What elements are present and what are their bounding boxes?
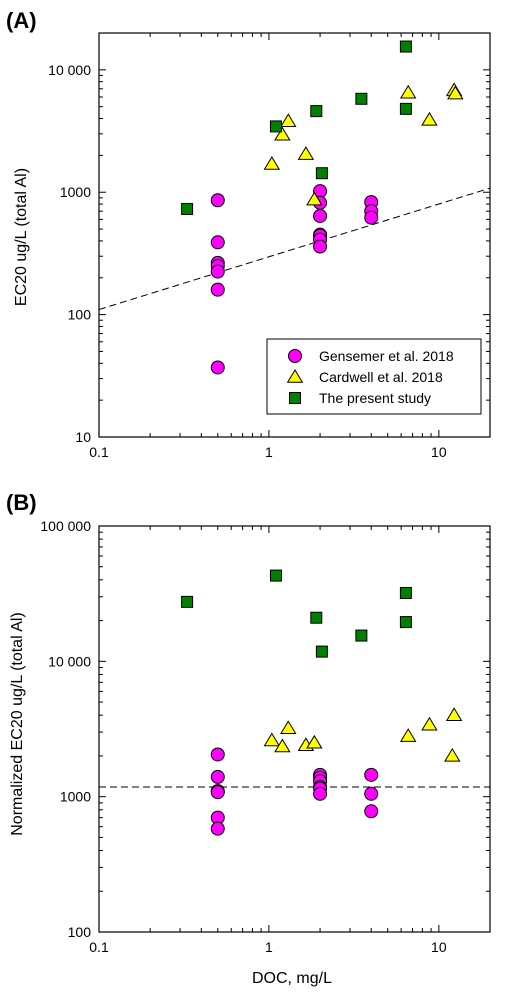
legend-entry-label: Cardwell et al. 2018 [319, 369, 443, 385]
panel-b-x-tick-label: 1 [265, 939, 273, 955]
data-point-circle [210, 821, 225, 836]
panel-b-x-axis-title: DOC, mg/L [252, 970, 332, 987]
data-point-circle [210, 769, 225, 784]
panel-a-x-tick-label: 10 [431, 444, 447, 460]
panel-b-y-tick-label: 1000 [60, 789, 91, 805]
data-point-square [399, 616, 412, 629]
legend-box [266, 338, 482, 415]
data-point-circle [210, 235, 225, 250]
data-point-square [315, 167, 328, 180]
data-point-square [355, 92, 368, 105]
legend: Gensemer et al. 2018 Cardwell et al. 2018… [266, 338, 482, 415]
data-point-triangle [421, 716, 438, 731]
data-point-triangle [280, 113, 297, 128]
data-point-circle [210, 282, 225, 297]
panel-a-label: (A) [6, 8, 37, 33]
data-point-square [181, 595, 194, 608]
legend-entry-label: The present study [319, 390, 431, 406]
data-point-square [399, 40, 412, 53]
panel-a-series-triangle [263, 82, 464, 206]
data-point-circle [364, 210, 379, 225]
data-point-square [399, 586, 412, 599]
data-point-triangle [444, 747, 461, 762]
data-point-triangle [421, 111, 438, 126]
data-point-triangle [447, 85, 464, 100]
panel-a-y-tick-label: 100 [68, 307, 92, 323]
data-point-square [399, 102, 412, 115]
panel-a-x-tick-label: 1 [265, 444, 273, 460]
data-point-circle [364, 804, 379, 819]
data-point-square [310, 105, 323, 118]
legend-marker-circle [288, 349, 302, 363]
panel-b-series-circle [210, 747, 379, 836]
panel-a-axis-ticks [98, 32, 491, 438]
panel-b-x-tick-label: 0.1 [89, 939, 109, 955]
panel-a: (A) EC20 ug/L (total Al) 0.1 1 10 10 100 1000… [6, 8, 491, 460]
panel-b-y-axis-title: Normalized EC20 ug/L (total Al) [9, 612, 26, 836]
data-point-square [269, 569, 282, 582]
panel-a-y-tick-label: 10 [75, 429, 91, 445]
data-point-circle [313, 239, 328, 254]
data-point-triangle [399, 84, 417, 99]
panel-b-y-tick-label: 100 [68, 924, 92, 940]
data-point-square [315, 645, 328, 658]
panel-b: (B) Normalized EC20 ug/L (total Al) DOC,… [6, 490, 491, 987]
panel-a-x-tick-label: 0.1 [89, 444, 109, 460]
legend-marker-square [289, 392, 301, 404]
panel-a-y-tick-label: 1000 [60, 184, 91, 200]
panel-a-series-square [181, 40, 412, 215]
data-point-triangle [263, 732, 281, 747]
data-point-circle [313, 786, 328, 801]
panel-a-plot-frame [98, 32, 491, 438]
panel-a-y-axis-title: EC20 ug/L (total Al) [13, 168, 30, 306]
data-point-triangle [263, 156, 281, 170]
data-point-triangle [274, 126, 291, 141]
data-point-circle [210, 264, 225, 279]
legend-marker-triangle [286, 369, 304, 383]
panel-a-reference-line [99, 187, 490, 311]
data-point-circle [364, 786, 379, 801]
data-point-circle [210, 193, 225, 208]
panel-b-y-tick-label: 10 000 [48, 653, 91, 669]
data-point-triangle [445, 707, 463, 721]
data-point-triangle [306, 734, 323, 749]
panel-b-label: (B) [6, 490, 37, 515]
data-point-circle [364, 767, 379, 782]
panel-b-y-tick-label: 100 000 [40, 518, 91, 534]
panel-b-series-square [181, 569, 412, 658]
data-point-triangle [399, 728, 417, 742]
data-point-triangle [280, 720, 297, 735]
data-point-circle [210, 785, 225, 800]
data-point-triangle [306, 191, 323, 206]
panel-b-plot-frame [98, 525, 491, 933]
data-point-triangle [297, 146, 315, 160]
data-point-circle [210, 747, 225, 762]
panel-b-axis-ticks [98, 525, 491, 933]
data-point-triangle [274, 738, 291, 753]
data-point-circle [210, 360, 225, 375]
panel-b-x-tick-label: 10 [431, 939, 447, 955]
legend-entry-label: Gensemer et al. 2018 [319, 348, 454, 364]
panel-a-series-circle [210, 184, 379, 375]
data-point-square [310, 611, 323, 624]
panel-b-series-triangle [263, 707, 463, 762]
data-point-square [269, 120, 282, 133]
data-point-square [355, 629, 368, 642]
data-point-circle [313, 208, 328, 223]
data-point-square [181, 202, 194, 215]
panel-a-y-tick-label: 10 000 [48, 62, 91, 78]
